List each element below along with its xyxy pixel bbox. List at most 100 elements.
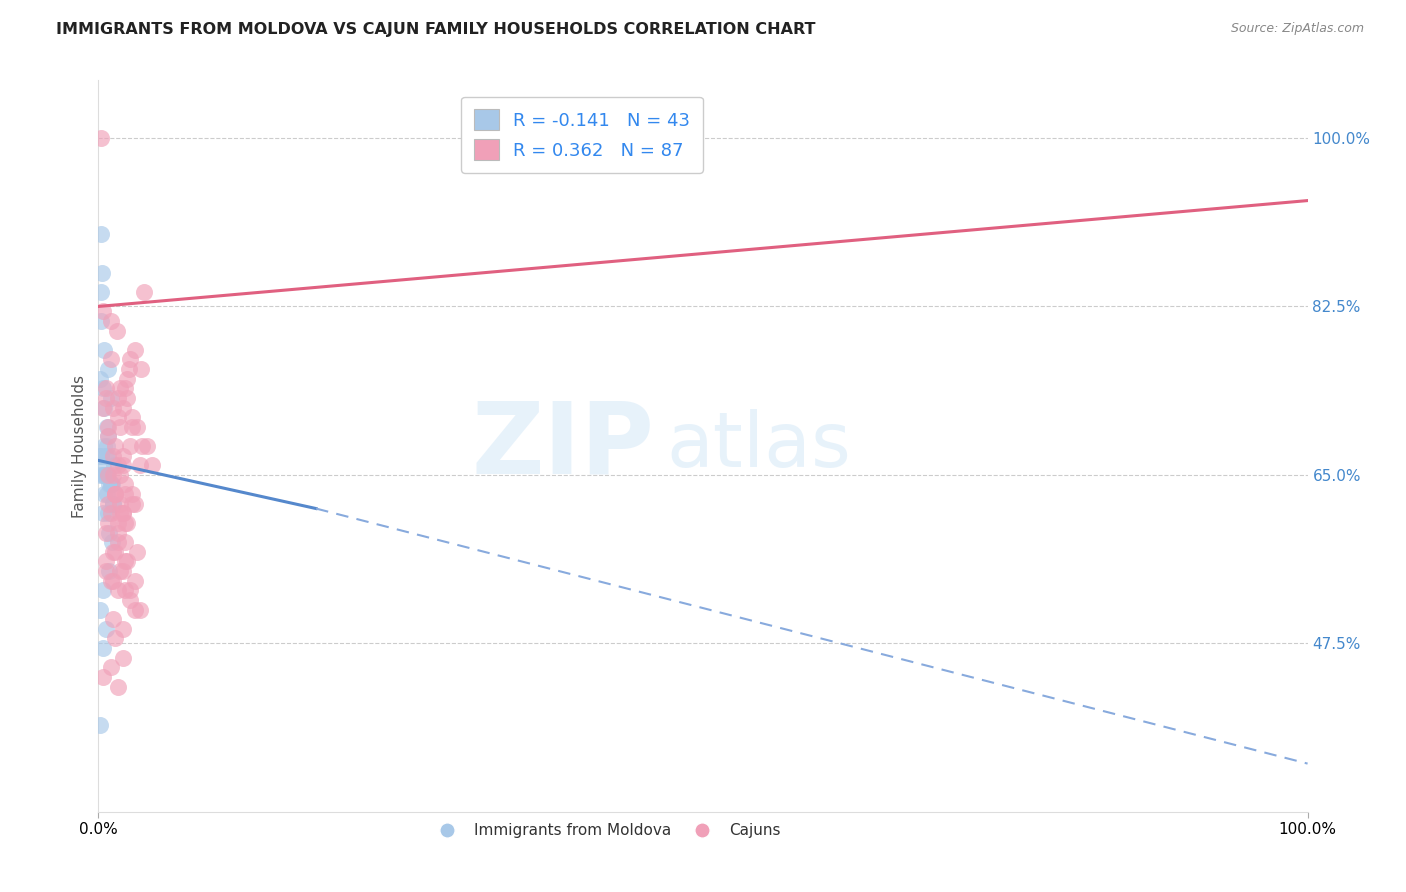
Point [107,535,129,549]
Point [111,622,134,636]
Point [135,439,157,453]
Point [128,602,150,616]
Point [111,507,134,521]
Point [114,487,136,501]
Point [103,458,125,473]
Point [93,343,115,357]
Point [117,391,139,405]
Point [100,574,122,588]
Y-axis label: Family Households: Family Households [72,375,87,517]
Point [100,477,122,491]
Point [111,458,134,473]
Point [128,458,150,473]
Point [91,641,114,656]
Point [90,314,112,328]
Point [94,391,117,405]
Point [114,516,136,530]
Point [89,467,111,482]
Point [100,391,122,405]
Point [101,497,124,511]
Point [97,449,120,463]
Point [91,266,114,280]
Point [101,574,124,588]
Point [105,324,128,338]
Point [98,564,121,578]
Point [94,564,117,578]
Point [98,525,121,540]
Point [94,525,117,540]
Point [96,467,118,482]
Point [124,343,146,357]
Text: ZIP: ZIP [472,398,655,494]
Point [89,449,111,463]
Point [104,545,127,559]
Point [101,497,124,511]
Point [114,477,136,491]
Point [97,362,120,376]
Point [91,458,114,473]
Point [91,467,114,482]
Point [104,487,127,501]
Point [93,467,115,482]
Point [108,467,131,482]
Point [100,535,122,549]
Point [111,564,134,578]
Point [97,497,120,511]
Point [118,362,141,376]
Point [104,487,127,501]
Point [96,487,118,501]
Point [94,381,117,395]
Point [108,507,131,521]
Point [114,554,136,568]
Point [93,439,115,453]
Point [107,525,129,540]
Point [134,285,156,299]
Point [111,401,134,415]
Point [91,381,114,395]
Point [104,439,127,453]
Point [104,632,127,646]
Point [111,449,134,463]
Point [91,670,114,684]
Point [101,545,124,559]
Point [100,477,122,491]
Point [117,516,139,530]
Point [96,467,118,482]
Point [96,439,118,453]
Point [100,660,122,674]
Point [108,419,131,434]
Point [118,352,141,367]
Point [107,391,129,405]
Point [114,535,136,549]
Point [101,612,124,626]
Point [89,371,111,385]
Point [91,507,114,521]
Point [118,593,141,607]
Point [89,602,111,616]
Point [91,401,114,415]
Point [108,381,131,395]
Point [97,507,120,521]
Point [97,429,120,443]
Point [131,439,153,453]
Point [90,227,112,242]
Legend: Immigrants from Moldova, Cajuns: Immigrants from Moldova, Cajuns [426,817,787,845]
Point [97,429,120,443]
Point [121,419,143,434]
Point [107,410,129,425]
Point [108,497,131,511]
Point [91,304,114,318]
Point [127,419,149,434]
Point [100,352,122,367]
Point [111,507,134,521]
Point [97,516,120,530]
Point [94,449,117,463]
Point [93,401,115,415]
Point [121,410,143,425]
Point [100,314,122,328]
Point [118,583,141,598]
Point [89,718,111,732]
Point [114,381,136,395]
Point [111,650,134,665]
Point [104,487,127,501]
